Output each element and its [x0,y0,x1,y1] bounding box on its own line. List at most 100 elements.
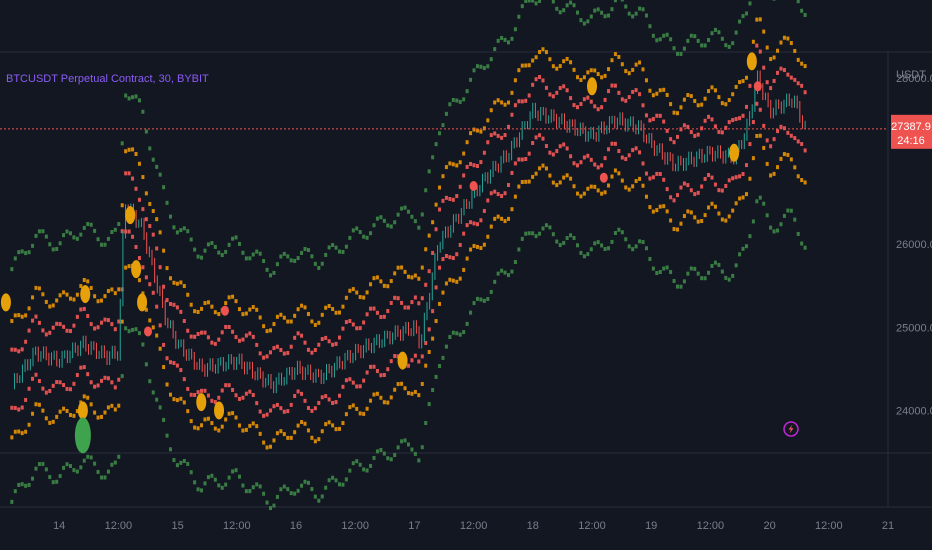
band-1-lower-dot [389,395,393,400]
band-2-upper-dot [379,315,383,320]
band-0-lower-dot [676,284,680,289]
band-0-upper-dot [155,164,159,169]
band-1-upper-dot [172,280,176,285]
band-0-upper-dot [106,236,110,241]
band-2-lower-dot [475,222,479,227]
band-0-upper-dot [579,18,583,23]
band-1-upper-dot [651,93,655,98]
band-1-upper-dot [555,66,559,71]
band-2-upper-dot [206,335,210,340]
band-1-upper-dot [344,295,348,300]
band-0-upper-dot [596,7,600,12]
price-axis[interactable]: 28000.0 26000.0 25000.0 24000.0 [896,73,932,418]
band-0-upper-dot [717,30,721,35]
band-2-upper-dot [575,105,579,110]
band-0-lower-dot [544,223,548,228]
band-1-lower-dot [617,171,621,176]
band-2-lower-dot [79,365,83,370]
lightning-icon[interactable] [783,421,799,437]
band-1-lower-dot [648,205,652,210]
band-2-lower-dot [148,282,152,287]
band-1-lower-dot [31,411,35,416]
band-1-lower-dot [337,426,341,431]
band-0-lower-dot [700,276,704,281]
band-1-upper-dot [689,94,693,99]
band-0-upper-dot [369,231,373,236]
band-2-lower-dot [131,234,135,239]
band-0-lower-dot [172,458,176,463]
band-1-lower-dot [665,209,669,214]
band-1-upper-dot [579,77,583,82]
band-2-upper-dot [713,124,717,129]
band-0-upper-dot [93,228,97,233]
band-1-lower-dot [175,398,179,403]
band-2-upper-dot [448,196,452,201]
band-1-upper-dot [327,303,331,308]
band-0-upper-dot [600,10,604,15]
band-2-upper-dot [500,135,504,140]
band-2-upper-dot [469,162,473,167]
band-2-upper-dot [241,337,245,342]
band-0-upper-dot [303,246,307,251]
band-2-lower-dot [358,384,362,389]
band-1-upper-dot [351,287,355,292]
band-1-lower-dot [334,427,338,432]
band-2-lower-dot [600,163,604,168]
band-0-lower-dot [27,482,31,487]
band-2-upper-dot [265,354,269,359]
band-1-upper-dot [182,284,186,289]
band-0-lower-dot [469,310,473,315]
band-1-lower-dot [655,208,659,213]
band-0-upper-dot [748,1,752,6]
band-1-upper-dot [10,319,14,324]
band-1-upper-dot [724,102,728,107]
signal-marker-red [220,305,229,316]
band-0-lower-dot [793,217,797,222]
band-0-lower-dot [313,494,317,499]
band-1-upper-dot [148,202,152,207]
band-2-lower-dot [489,191,493,196]
band-0-upper-dot [382,218,386,223]
band-2-lower-dot [641,161,645,166]
band-2-lower-dot [627,153,631,158]
band-2-lower-dot [193,392,197,397]
band-1-upper-dot [189,302,193,307]
band-1-upper-dot [82,277,86,282]
band-1-lower-dot [34,402,38,407]
band-1-upper-dot [755,17,759,22]
band-2-lower-dot [613,141,617,146]
band-0-lower-dot [68,464,72,469]
band-0-lower-dot [486,297,490,302]
band-2-upper-dot [624,98,628,103]
band-1-lower-dot [165,382,169,387]
time-axis[interactable]: 14 12:00 15 12:00 16 12:00 17 12:00 18 12:00 19 12:… [53,520,894,532]
band-1-lower-dot [369,398,373,403]
band-1-upper-dot [731,92,735,97]
band-1-upper-dot [386,284,390,289]
band-1-lower-dot [58,409,62,414]
band-1-lower-dot [75,409,79,414]
band-0-upper-dot [210,241,214,246]
band-0-lower-dot [272,503,276,508]
band-0-lower-dot [548,225,552,230]
band-0-lower-dot [293,491,297,496]
countdown-timer: 24:16 [897,135,925,147]
band-1-upper-dot [272,322,276,327]
band-0-upper-dot [275,262,279,267]
band-1-lower-dot [13,429,17,434]
band-2-upper-dot [131,176,135,181]
band-2-lower-dot [482,208,486,213]
band-1-upper-dot [72,297,76,302]
band-1-upper-dot [24,313,28,318]
band-0-lower-dot [186,461,190,466]
band-0-lower-dot [458,332,462,337]
band-2-lower-dot [237,396,241,401]
band-2-upper-dot [731,118,735,123]
band-0-lower-dot [610,239,614,244]
band-2-upper-dot [200,330,204,335]
band-2-lower-dot [741,172,745,177]
band-2-upper-dot [203,330,207,335]
band-2-upper-dot [189,334,193,339]
band-2-upper-dot [665,128,669,133]
